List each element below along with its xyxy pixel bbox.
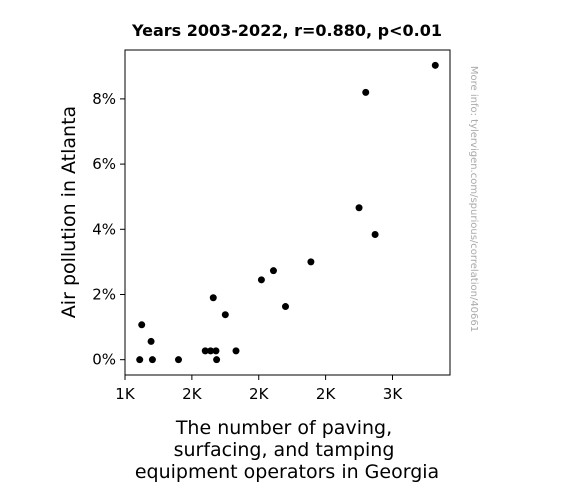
y-tick-label: 0% (92, 351, 116, 369)
scatter-point (212, 347, 220, 355)
y-tick-label: 6% (92, 155, 116, 173)
scatter-point (148, 356, 156, 364)
source-note: More info: tylervigen.com/spurious/corre… (468, 66, 479, 332)
x-tick-label: 2K (316, 385, 337, 403)
x-tick-label: 3K (383, 385, 404, 403)
scatter-point (371, 231, 379, 239)
x-axis-ticks: 1K 2K 2K 2K 3K (115, 375, 403, 403)
scatter-point (307, 258, 315, 266)
scatter-point (213, 356, 221, 364)
x-tick-label: 2K (182, 385, 203, 403)
x-axis-label: The number of paving, surfacing, and tam… (135, 417, 439, 483)
y-axis-ticks: 0% 2% 4% 6% 8% (92, 90, 125, 369)
x-axis-label-line-1: The number of paving, (175, 417, 392, 439)
scatter-point (147, 337, 155, 345)
scatter-point (257, 276, 265, 284)
y-axis-label: Air pollution in Atlanta (58, 106, 80, 318)
x-axis-label-line-2: surfacing, and tamping (174, 439, 395, 461)
scatter-point (174, 356, 182, 364)
scatter-point (431, 61, 439, 69)
scatter-point (209, 294, 217, 302)
y-tick-label: 8% (92, 90, 116, 108)
x-axis-label-line-3: equipment operators in Georgia (135, 461, 439, 483)
scatter-point (355, 204, 363, 212)
scatter-point (136, 356, 144, 364)
data-points (136, 61, 439, 364)
plot-area (124, 49, 451, 376)
x-tick-label: 2K (249, 385, 270, 403)
scatter-point (207, 347, 215, 355)
plot-frame (124, 49, 451, 376)
scatter-point (221, 311, 229, 319)
scatter-point (269, 267, 277, 275)
scatter-point (362, 88, 370, 96)
y-tick-label: 2% (92, 285, 116, 303)
x-tick-label: 1K (115, 385, 136, 403)
scatter-point (138, 321, 146, 329)
scatter-point (281, 303, 289, 311)
chart-title: Years 2003-2022, r=0.880, p<0.01 (131, 21, 442, 40)
scatter-point (232, 347, 240, 355)
y-tick-label: 4% (92, 220, 116, 238)
scatter-point (201, 347, 209, 355)
